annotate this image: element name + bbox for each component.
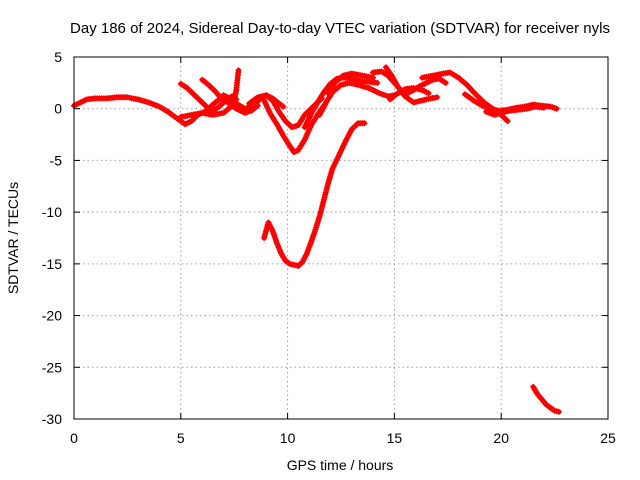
y-tick-label: -25 (42, 359, 62, 375)
series-arc-16 (261, 120, 368, 269)
x-tick-labels: 0 5 10 15 20 25 (70, 430, 616, 446)
data-point (280, 103, 287, 110)
y-tick-label: -20 (42, 308, 62, 324)
data-point (555, 408, 562, 415)
series-arc-15 (483, 103, 547, 118)
x-tick-label: 25 (600, 430, 616, 446)
x-axis-label: GPS time / hours (287, 457, 394, 473)
series-arc-17 (530, 383, 562, 415)
series-arc-12 (387, 85, 432, 103)
axis-ticks (73, 56, 609, 420)
data-point (254, 102, 261, 109)
y-tick-label: -5 (50, 152, 63, 168)
data-point (374, 79, 381, 86)
data-points (71, 64, 562, 415)
data-point (361, 120, 368, 127)
grid-lines (74, 57, 608, 419)
y-tick-label: -30 (42, 411, 62, 427)
data-point (425, 90, 432, 97)
y-tick-label: -15 (42, 256, 62, 272)
y-tick-labels: 5 0 -5 -10 -15 -20 -25 -30 (42, 49, 62, 427)
data-point (235, 67, 242, 74)
series-arc-9 (325, 70, 376, 97)
series-arc-4 (199, 76, 261, 116)
x-tick-label: 15 (387, 430, 403, 446)
x-tick-label: 10 (280, 430, 296, 446)
series-arc-3 (177, 67, 242, 120)
data-point (504, 118, 511, 125)
series-arc-11 (382, 64, 441, 106)
y-tick-label: 0 (54, 101, 62, 117)
x-tick-label: 0 (70, 430, 78, 446)
x-tick-label: 5 (177, 430, 185, 446)
y-tick-label: -10 (42, 204, 62, 220)
plot-frame (73, 56, 609, 420)
data-point (370, 74, 376, 81)
series-arc-6 (246, 92, 287, 110)
data-point (540, 104, 547, 111)
x-tick-label: 20 (493, 430, 509, 446)
y-axis-label: SDTVAR / TECUs (5, 182, 21, 294)
chart-title: Day 186 of 2024, Sidereal Day-to-day VTE… (70, 20, 610, 37)
data-point (550, 406, 557, 413)
data-point (442, 79, 449, 86)
y-tick-label: 5 (54, 49, 62, 65)
data-point (553, 105, 560, 112)
data-point (434, 94, 441, 101)
